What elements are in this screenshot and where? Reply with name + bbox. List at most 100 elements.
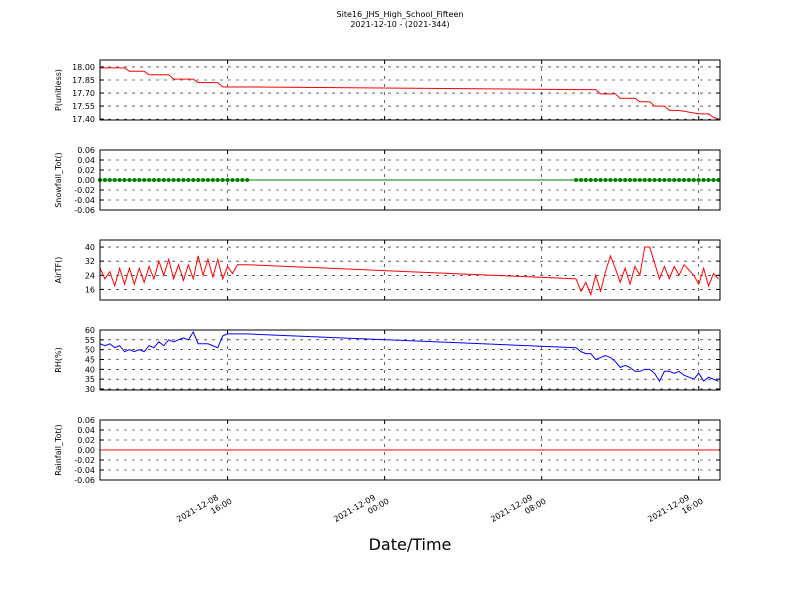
data-point: [191, 178, 196, 182]
data-point: [220, 178, 225, 182]
y-tick-label: 18.00: [72, 63, 95, 72]
data-point: [137, 178, 142, 182]
data-point: [215, 178, 220, 182]
data-point: [662, 178, 667, 182]
data-point: [186, 178, 191, 182]
y-tick-label: -0.06: [74, 476, 95, 485]
y-tick-label: 0.06: [77, 146, 95, 155]
data-point: [235, 178, 240, 182]
y-tick-label: 0.04: [77, 426, 95, 435]
data-line: [100, 67, 719, 120]
data-point: [588, 178, 593, 182]
y-tick-label: 32: [85, 257, 95, 266]
data-point: [701, 178, 706, 182]
data-point: [647, 178, 652, 182]
data-point: [205, 178, 210, 182]
data-point: [628, 178, 633, 182]
data-point: [166, 178, 171, 182]
data-point: [151, 178, 156, 182]
data-point: [623, 178, 628, 182]
data-point: [171, 178, 176, 182]
y-tick-label: 0.06: [77, 416, 95, 425]
data-point: [147, 178, 152, 182]
data-point: [691, 178, 696, 182]
data-point: [603, 178, 608, 182]
y-tick-label: -0.02: [74, 186, 95, 195]
data-point: [142, 178, 147, 182]
data-point: [632, 178, 637, 182]
data-point: [161, 178, 166, 182]
data-point: [618, 178, 623, 182]
y-axis-label: AirTF(): [54, 257, 63, 284]
y-tick-label: 0.00: [77, 446, 95, 455]
y-axis-label: Rainfall_Tot(): [54, 424, 63, 476]
data-point: [652, 178, 657, 182]
data-point: [245, 178, 250, 182]
y-tick-label: 60: [85, 326, 95, 335]
data-point: [132, 178, 137, 182]
data-point: [593, 178, 598, 182]
plot-frame: [99, 239, 721, 301]
y-tick-label: 0.02: [77, 436, 95, 445]
data-point: [642, 178, 647, 182]
plot-frame: [99, 149, 721, 211]
data-line: [99, 330, 719, 383]
data-point: [613, 178, 618, 182]
y-tick-label: 17.70: [72, 89, 95, 98]
y-axis-label: Snowfall_Tot(): [54, 152, 63, 208]
data-point: [240, 178, 245, 182]
data-point: [176, 178, 181, 182]
y-tick-label: -0.06: [74, 206, 95, 215]
y-tick-label: 35: [85, 375, 95, 384]
y-tick-label: -0.04: [74, 196, 95, 205]
y-tick-label: 17.85: [72, 76, 95, 85]
y-axis-label: RH(%): [54, 347, 63, 372]
y-tick-label: 16: [85, 285, 95, 294]
y-tick-label: 17.55: [72, 102, 95, 111]
data-point: [706, 178, 711, 182]
data-point: [657, 178, 662, 182]
data-point: [686, 178, 691, 182]
y-tick-label: 50: [85, 346, 95, 355]
chart-subtitle: 2021-12-10 - (2021-344): [350, 20, 449, 29]
y-tick-label: -0.02: [74, 456, 95, 465]
data-point: [667, 178, 672, 182]
data-point: [181, 178, 186, 182]
chart-title: Site16_JHS_High_School_Fifteen: [337, 10, 464, 19]
data-point: [637, 178, 642, 182]
y-tick-label: 40: [85, 243, 95, 252]
y-tick-label: 30: [85, 385, 95, 394]
data-point: [578, 178, 583, 182]
data-point: [598, 178, 603, 182]
y-tick-label: -0.04: [74, 466, 95, 475]
x-axis-label: Date/Time: [369, 535, 452, 554]
data-point: [583, 178, 588, 182]
data-point: [112, 178, 117, 182]
data-point: [716, 178, 721, 182]
data-point: [122, 178, 127, 182]
data-point: [696, 178, 701, 182]
y-tick-label: 24: [85, 271, 95, 280]
data-point: [711, 178, 716, 182]
data-line: [99, 246, 719, 297]
y-tick-label: 0.02: [77, 166, 95, 175]
data-point: [102, 178, 107, 182]
plot-frame: [99, 329, 721, 391]
data-point: [677, 178, 682, 182]
y-axis-label: P(unitless): [54, 69, 63, 111]
data-point: [682, 178, 687, 182]
y-tick-label: 0.00: [77, 176, 95, 185]
y-tick-label: 45: [85, 356, 95, 365]
y-tick-label: 0.04: [77, 156, 95, 165]
data-point: [225, 178, 230, 182]
data-point: [156, 178, 161, 182]
data-point: [107, 178, 112, 182]
plot-frame: [99, 59, 721, 121]
data-point: [608, 178, 613, 182]
data-point: [201, 178, 206, 182]
plot-frame: [99, 419, 721, 481]
data-point: [196, 178, 201, 182]
y-tick-label: 40: [85, 365, 95, 374]
y-tick-label: 55: [85, 336, 95, 345]
data-point: [574, 178, 579, 182]
